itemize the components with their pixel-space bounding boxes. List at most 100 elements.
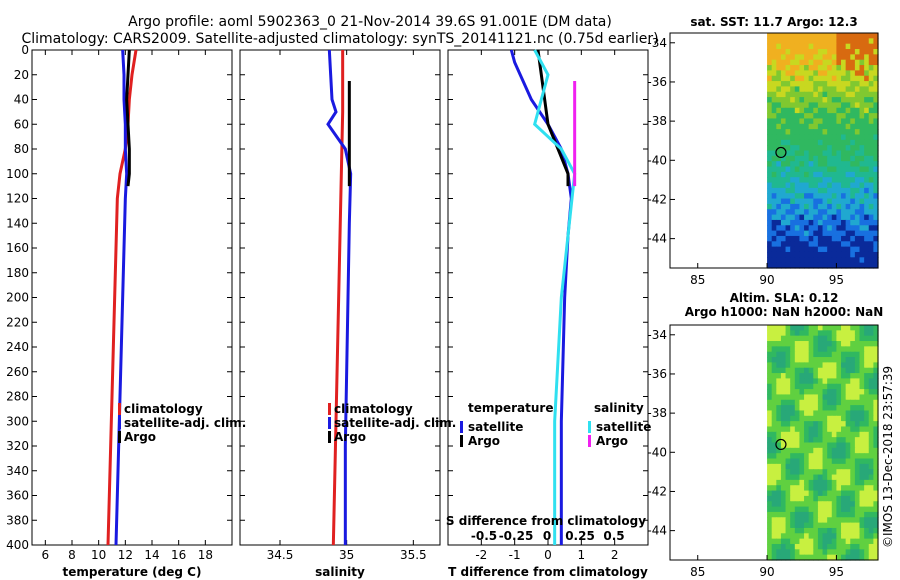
sst_map-cell [822,246,828,253]
sst_map-cell [780,203,787,210]
sst_map-cell [771,86,777,93]
sla_map-cell [790,335,796,342]
sla_map-cell [780,426,787,433]
sla_map-cell [873,506,879,513]
sla_map-cell [771,362,777,369]
sla_map-cell [873,351,879,358]
temperature-xtick-label: 14 [144,548,159,562]
sla_map-cell [854,447,861,454]
sla_map-cell [767,469,773,476]
sst_map-cell [794,118,801,125]
sst_map-cell [836,43,842,50]
sst_map-cell [790,113,796,120]
sst_map-cell [845,43,851,50]
depth-tick-label: 300 [6,414,29,428]
sla_map-cell [767,394,773,401]
sla_map-cell [817,389,824,396]
sst_map-cell [794,65,801,71]
sst_map-cell [850,91,856,98]
sst_map-cell [817,246,824,253]
sla_map-cell [771,335,777,342]
sla_map-cell [813,442,819,449]
sst_map-cell [873,262,879,269]
sst_map-cell [831,129,837,136]
sst_map-border [669,32,879,269]
sla_map-cell [794,506,801,513]
sla_map-cell [808,538,814,545]
sst_map-cell [794,166,801,173]
sla_map-cell [776,463,782,470]
sla_map-cell [868,485,874,492]
sst_map-cell [785,145,791,152]
sst_map-cell [780,177,787,184]
sst_map-cell [864,97,870,104]
sla_map-cell [854,346,861,353]
sst_map-cell [808,118,814,125]
sst_map-cell [799,145,805,152]
sst_map-cell [868,251,874,258]
sst_map-cell [822,225,828,232]
sst_map-cell [817,219,824,226]
difference-xlabel: T difference from climatology [448,565,648,579]
sst_map-cell [776,209,782,216]
sst_map-cell [841,54,847,61]
sla_map-cell [822,517,828,524]
sst_map-cell [831,241,837,248]
sst_map-cell [813,38,819,45]
sst_map-cell [859,134,865,141]
sst_map-cell [822,150,828,157]
temperature-series-2 [125,49,131,187]
sla_map-cell [831,506,837,513]
diff-legend-swatch [588,421,591,433]
sst_map-cell [831,166,837,173]
sla_map-cell [868,554,874,561]
sst_map-cell [841,166,847,173]
sst_map-cell [767,193,773,200]
sla_map-cell [808,410,814,417]
sla_map-cell [854,415,861,422]
sst_map-cell [836,209,842,216]
sla_map-cell [864,511,870,518]
sst_map-cell [799,118,805,125]
sst_map-cell [873,145,879,152]
sla_map-cell [822,378,828,385]
sst_map-cell [873,161,879,168]
sst_map-cell [854,139,861,146]
sst_map-cell [827,214,833,221]
sst_map-cell [804,219,810,226]
sst_map-cell [873,43,879,50]
sst_map-cell [785,38,791,45]
sst_map-cell [799,246,805,253]
sst_map-cell [854,219,861,226]
sla_map-cell [776,490,782,497]
difference-xtick-label: 1 [578,548,586,562]
sst_map-cell [785,134,791,141]
sla_map-cell [841,357,847,363]
sst_map-cell [794,86,801,93]
sla_map-cell [873,378,879,385]
sst_map-cell [864,75,870,82]
sst_map-cell [845,129,851,136]
sst_map-cell [873,225,879,232]
sst_map-cell [794,230,801,237]
sla_map-cell [868,479,874,486]
sla_map-cell [845,458,851,465]
sla_map-cell [804,453,810,460]
sla_map-cell [854,527,861,534]
sst_map-cell [767,91,773,98]
sst_map-cell [776,241,782,248]
sst_map-cell [785,235,791,242]
sla_map-cell [767,490,773,497]
sst_map-cell [831,187,837,194]
sst_map-cell [845,65,851,71]
sst_map-cell [804,262,810,269]
sla_map-cell [794,501,801,508]
sla_map-cell [813,383,819,390]
footer-stamp: ©IMOS 13-Dec-2018 23:57:39 [881,366,895,548]
sla_map-cell [864,453,870,460]
sst_map-cell [859,193,865,200]
sst_map-cell [822,54,828,61]
temperature-xtick-label: 6 [42,548,50,562]
sst_map-cell [785,86,791,93]
sst_map-cell [771,70,777,77]
